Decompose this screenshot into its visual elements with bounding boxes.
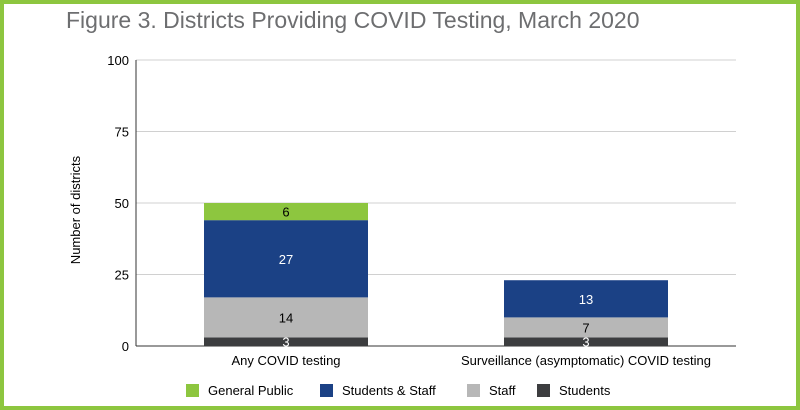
y-tick-label: 100	[107, 53, 129, 68]
data-label: 7	[582, 320, 589, 335]
data-label: 3	[582, 335, 589, 350]
bar-segment	[204, 220, 368, 298]
bar-segment	[504, 280, 668, 318]
legend-item: Students	[537, 383, 611, 398]
y-axis-label: Number of districts	[68, 155, 83, 264]
legend-item: General Public	[186, 383, 294, 398]
legend-label: Students	[559, 383, 611, 398]
bar-segment	[504, 337, 668, 346]
legend-swatch	[186, 384, 199, 397]
legend-swatch	[537, 384, 550, 397]
legend: General Public Students & Staff Staff Stude…	[186, 383, 611, 398]
legend-item: Staff	[467, 383, 516, 398]
bar-segment	[204, 203, 368, 221]
legend-label: Students & Staff	[342, 383, 436, 398]
y-tick-label: 75	[115, 125, 129, 140]
data-label: 6	[282, 205, 289, 220]
category-label: Any COVID testing	[231, 353, 340, 368]
bar-segment	[204, 297, 368, 338]
y-tick-label: 50	[115, 196, 129, 211]
category-labels: Any COVID testing Surveillance (asymptoma…	[231, 353, 711, 368]
category-label: Surveillance (asymptomatic) COVID testin…	[461, 353, 711, 368]
data-label: 13	[579, 292, 593, 307]
legend-swatch	[320, 384, 333, 397]
legend-swatch	[467, 384, 480, 397]
data-label: 14	[279, 310, 293, 325]
y-tick-label: 25	[115, 268, 129, 283]
chart-title: Figure 3. Districts Providing COVID Test…	[66, 7, 640, 33]
legend-label: Staff	[489, 383, 516, 398]
bar-segment	[504, 317, 668, 338]
y-tick-labels: 0 25 50 75 100	[107, 53, 129, 354]
legend-label: General Public	[208, 383, 294, 398]
bar-segment	[204, 337, 368, 346]
data-label: 27	[279, 252, 293, 267]
data-label: 3	[282, 335, 289, 350]
legend-item: Students & Staff	[320, 383, 436, 398]
y-tick-label: 0	[122, 339, 129, 354]
